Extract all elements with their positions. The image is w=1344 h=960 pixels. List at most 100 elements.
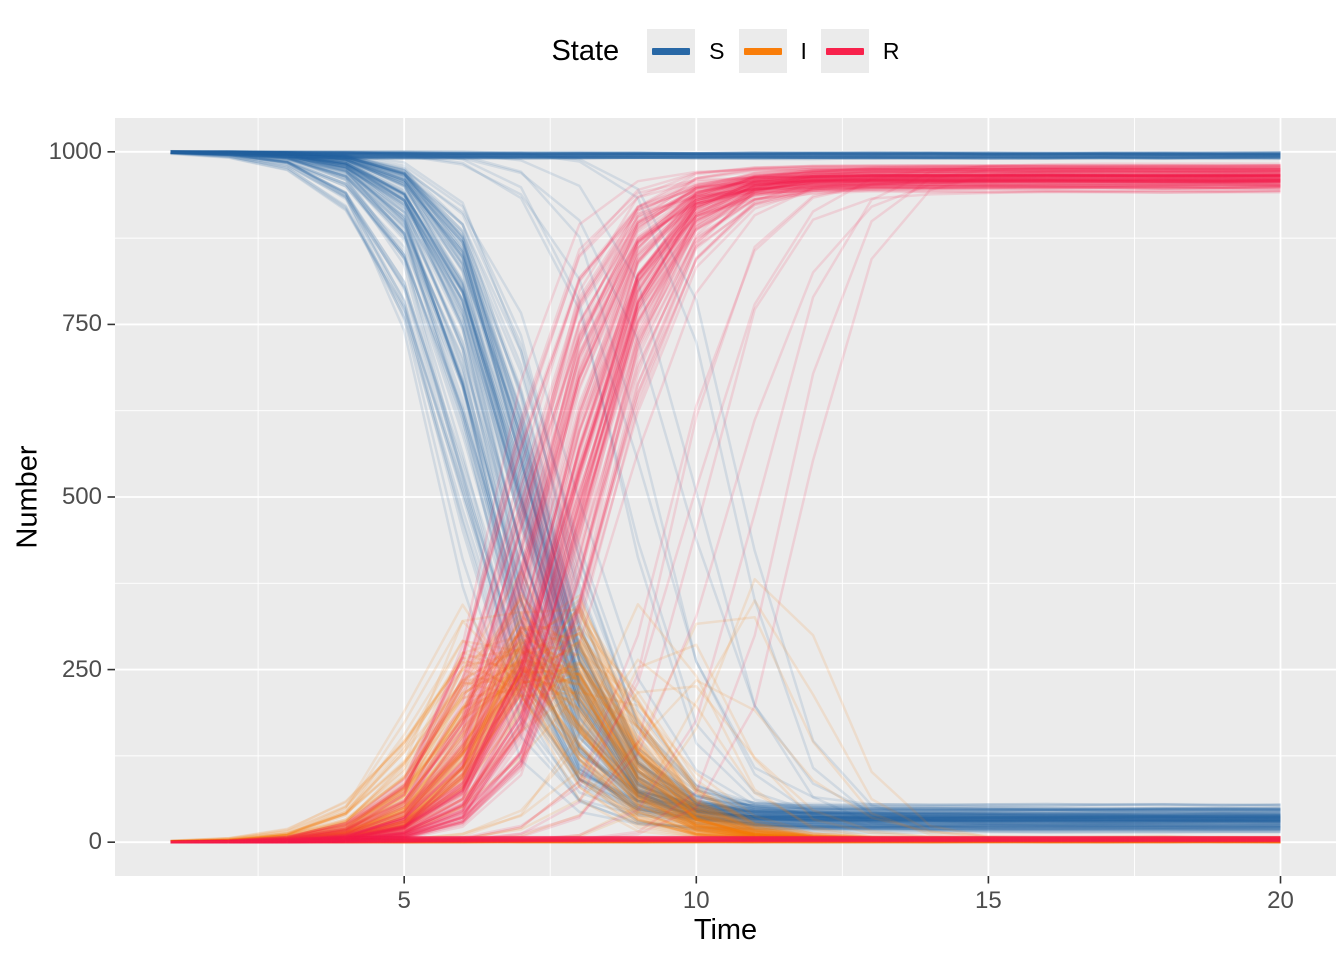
trajectory-line-i bbox=[170, 627, 1281, 844]
trajectory-line-s bbox=[170, 150, 1281, 820]
trajectory-line-r bbox=[170, 174, 1281, 844]
trajectory-line-i bbox=[170, 694, 1281, 844]
trajectory-line-s bbox=[170, 150, 1281, 820]
trajectory-line-s bbox=[170, 150, 1281, 819]
legend-key-line-i-icon bbox=[743, 47, 782, 55]
trajectory-line-r bbox=[170, 837, 1281, 844]
trajectory-line-s bbox=[170, 150, 1281, 822]
trajectory-line-i bbox=[170, 625, 1281, 844]
trajectory-line-r bbox=[170, 170, 1281, 844]
trajectory-line-s bbox=[170, 150, 1281, 815]
trajectory-line-s bbox=[170, 150, 1281, 831]
trajectory-line-r bbox=[170, 838, 1281, 844]
trajectory-line-i bbox=[170, 675, 1281, 844]
trajectory-line-r bbox=[170, 179, 1281, 844]
trajectory-line-s bbox=[170, 150, 1281, 820]
trajectory-line-i bbox=[170, 647, 1281, 844]
trajectory-line-i bbox=[170, 657, 1281, 843]
trajectory-line-i bbox=[170, 605, 1281, 844]
trajectory-line-i bbox=[170, 839, 1281, 844]
trajectory-line-i bbox=[170, 663, 1281, 843]
legend-key-r bbox=[820, 29, 869, 73]
trajectory-line-r bbox=[170, 836, 1281, 844]
trajectory-line-i bbox=[170, 838, 1281, 844]
trajectory-line-i bbox=[170, 838, 1281, 844]
trajectory-line-s bbox=[170, 150, 1281, 159]
trajectory-line-s bbox=[170, 150, 1281, 831]
trajectory-line-i bbox=[170, 667, 1281, 844]
trajectory-line-s bbox=[170, 150, 1281, 832]
trajectory-line-r bbox=[170, 839, 1281, 844]
trajectory-line-i bbox=[170, 639, 1281, 844]
trajectory-line-s bbox=[170, 150, 1281, 828]
trajectory-line-i bbox=[170, 839, 1281, 844]
trajectory-line-r bbox=[170, 178, 1281, 844]
trajectory-line-s bbox=[170, 150, 1281, 818]
trajectory-line-s bbox=[170, 150, 1281, 822]
trajectory-line-r bbox=[170, 178, 1281, 844]
trajectory-line-s bbox=[170, 150, 1281, 830]
trajectory-line-i bbox=[170, 675, 1281, 844]
trajectory-line-s bbox=[170, 150, 1281, 155]
trajectory-line-r bbox=[170, 165, 1281, 844]
trajectory-line-s bbox=[170, 150, 1281, 822]
legend-key-line-s-icon bbox=[652, 47, 691, 55]
trajectory-line-i bbox=[170, 837, 1281, 844]
trajectory-line-r bbox=[170, 173, 1281, 844]
trajectory-line-i bbox=[170, 672, 1281, 844]
trajectory-line-i bbox=[170, 838, 1281, 844]
trajectory-line-i bbox=[170, 679, 1281, 844]
trajectory-line-i bbox=[170, 840, 1281, 844]
trajectory-line-i bbox=[170, 839, 1281, 844]
trajectory-line-i bbox=[170, 570, 1281, 844]
trajectory-line-i bbox=[170, 838, 1281, 844]
trajectory-line-s bbox=[170, 150, 1281, 817]
trajectory-line-i bbox=[170, 648, 1281, 843]
trajectory-line-r bbox=[170, 839, 1281, 844]
trajectory-line-r bbox=[170, 174, 1281, 844]
trajectory-line-i bbox=[170, 594, 1281, 844]
trajectory-line-s bbox=[170, 149, 1281, 160]
trajectory-line-s bbox=[170, 151, 1281, 156]
trajectory-line-r bbox=[170, 170, 1281, 844]
trajectory-line-i bbox=[170, 658, 1281, 844]
trajectory-line-s bbox=[170, 150, 1281, 819]
trajectory-line-r bbox=[170, 177, 1281, 844]
trajectory-line-i bbox=[170, 684, 1281, 843]
trajectory-line-i bbox=[170, 650, 1281, 844]
trajectory-line-i bbox=[170, 839, 1281, 844]
legend-key-line-r-icon bbox=[825, 47, 864, 55]
trajectory-line-r bbox=[170, 186, 1281, 844]
trajectory-line-s bbox=[170, 150, 1281, 822]
trajectory-line-r bbox=[170, 179, 1281, 844]
trajectory-line-i bbox=[170, 577, 1281, 844]
trajectory-line-s bbox=[170, 151, 1281, 822]
trajectory-line-r bbox=[170, 180, 1281, 844]
trajectory-line-s bbox=[170, 150, 1281, 825]
trajectory-line-i bbox=[170, 662, 1281, 844]
trajectory-line-i bbox=[170, 839, 1281, 844]
trajectory-line-r bbox=[170, 168, 1281, 844]
trajectory-line-i bbox=[170, 661, 1281, 844]
trajectory-line-i bbox=[170, 597, 1281, 844]
trajectory-line-i bbox=[170, 656, 1281, 843]
trajectory-line-s bbox=[170, 150, 1281, 825]
trajectory-line-r bbox=[170, 186, 1281, 844]
trajectory-line-i bbox=[170, 840, 1281, 844]
trajectory-line-i bbox=[170, 668, 1281, 843]
trajectory-line-i bbox=[170, 839, 1281, 844]
trajectory-line-r bbox=[170, 186, 1281, 844]
trajectory-line-s bbox=[170, 152, 1281, 825]
trajectory-line-r bbox=[170, 178, 1281, 844]
x-axis-title: Time bbox=[693, 914, 758, 946]
trajectory-line-s bbox=[170, 150, 1281, 827]
trajectory-line-s bbox=[170, 151, 1281, 827]
trajectory-line-s bbox=[170, 151, 1281, 157]
trajectory-line-r bbox=[170, 173, 1281, 844]
trajectory-line-i bbox=[170, 839, 1281, 844]
trajectory-line-s bbox=[170, 149, 1281, 156]
trajectory-line-r bbox=[170, 173, 1281, 844]
trajectory-line-r bbox=[170, 839, 1281, 844]
trajectory-line-i bbox=[170, 839, 1281, 844]
trajectory-line-r bbox=[170, 837, 1281, 844]
